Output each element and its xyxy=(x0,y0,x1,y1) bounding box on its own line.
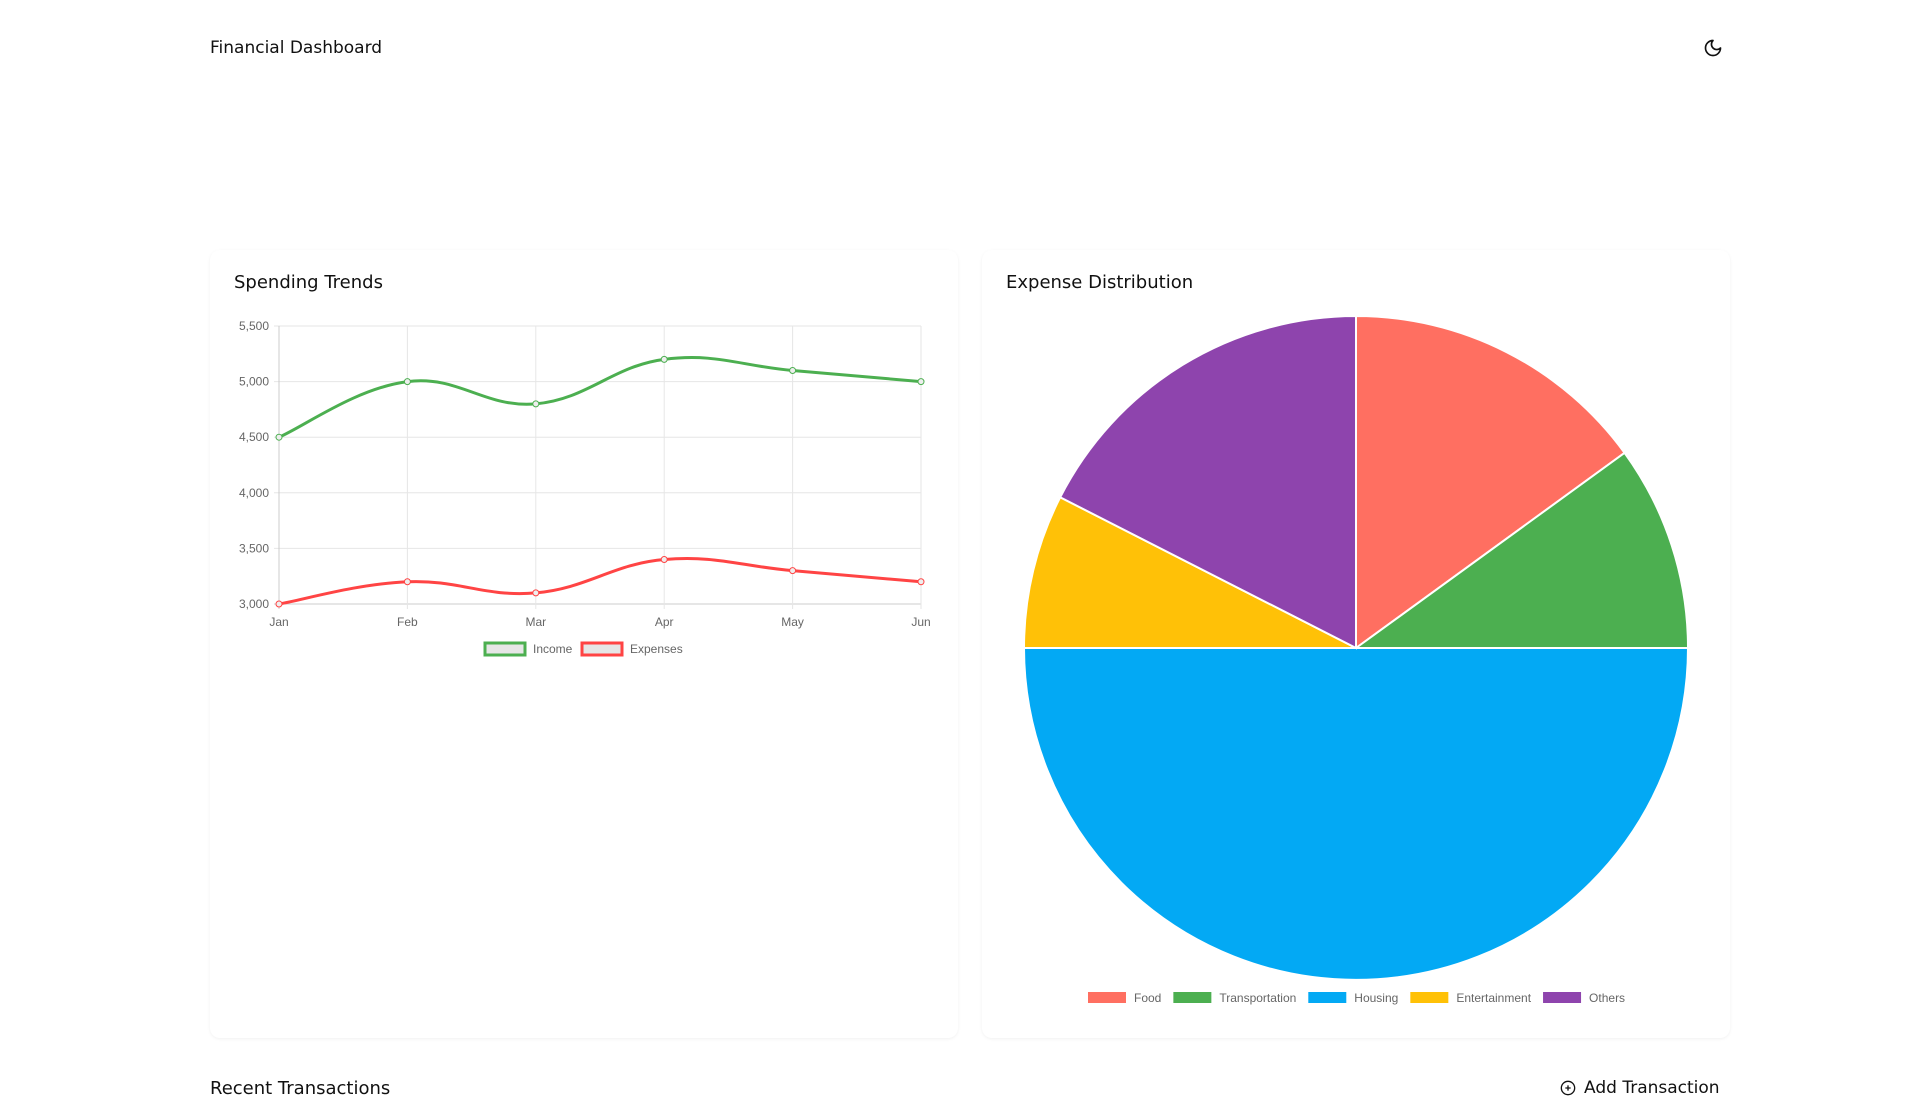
spending-trends-card: Spending Trends 5,500 5,000 4,500 4,000 3,50… xyxy=(210,250,958,1038)
card-title: Spending Trends xyxy=(234,272,383,293)
y-tick-label: 5,000 xyxy=(239,375,269,389)
y-tick-label: 4,500 xyxy=(239,430,269,444)
data-point xyxy=(532,589,540,597)
pie-slice-housing xyxy=(1022,647,1690,981)
expense-distribution-card: Expense Distribution Food Transportation H… xyxy=(982,250,1730,1038)
card-title: Expense Distribution xyxy=(1006,272,1194,293)
pie-slice-food xyxy=(1355,314,1626,650)
legend-label: Food xyxy=(1134,991,1161,1005)
x-tick-label: Mar xyxy=(525,615,546,629)
legend-label: Expenses xyxy=(630,642,683,656)
data-point xyxy=(660,355,668,363)
plus-circle-icon xyxy=(1560,1080,1576,1096)
data-point xyxy=(917,378,925,386)
data-point xyxy=(403,378,411,386)
legend-swatch xyxy=(580,641,624,657)
recent-transactions-title: Recent Transactions xyxy=(210,1078,391,1099)
pie-slice-others xyxy=(1058,314,1357,650)
y-tick-label: 3,000 xyxy=(239,597,269,611)
pie-chart: Food Transportation Housing Entertainment Ot… xyxy=(1022,314,1690,1005)
app-title: Financial Dashboard xyxy=(210,38,383,58)
data-point xyxy=(660,556,668,564)
data-point xyxy=(917,578,925,586)
pie-slice-entertainment xyxy=(1022,495,1357,649)
legend-swatch xyxy=(483,641,527,657)
pie-slice-transportation xyxy=(1352,451,1690,649)
legend-swatch xyxy=(1173,992,1212,1003)
series-line-income xyxy=(278,356,922,439)
add-transaction-button[interactable]: Add Transaction xyxy=(1560,1078,1720,1098)
data-point xyxy=(275,600,283,608)
legend-label: Income xyxy=(533,642,573,656)
data-point xyxy=(403,578,411,586)
legend-swatch xyxy=(1088,992,1126,1003)
legend-label: Others xyxy=(1589,991,1625,1005)
legend-label: Transportation xyxy=(1219,991,1296,1005)
x-tick-label: Jan xyxy=(269,615,288,629)
y-tick-label: 3,500 xyxy=(239,541,269,555)
data-point xyxy=(789,567,797,575)
x-tick-label: Apr xyxy=(655,615,674,629)
legend-swatch xyxy=(1543,992,1582,1003)
x-tick-label: May xyxy=(781,615,804,629)
data-point xyxy=(789,366,797,374)
legend-label: Entertainment xyxy=(1456,991,1531,1005)
legend-swatch xyxy=(1308,992,1347,1003)
x-tick-label: Feb xyxy=(397,615,418,629)
y-tick-label: 5,500 xyxy=(239,319,269,333)
data-point xyxy=(275,433,283,441)
series-line-expenses xyxy=(278,556,922,606)
legend-label: Housing xyxy=(1354,991,1398,1005)
legend-swatch xyxy=(1410,992,1449,1003)
add-transaction-label: Add Transaction xyxy=(1584,1078,1720,1098)
y-tick-label: 4,000 xyxy=(239,486,269,500)
data-point xyxy=(532,400,540,408)
x-tick-label: Jun xyxy=(911,615,930,629)
moon-icon[interactable] xyxy=(1703,38,1723,58)
